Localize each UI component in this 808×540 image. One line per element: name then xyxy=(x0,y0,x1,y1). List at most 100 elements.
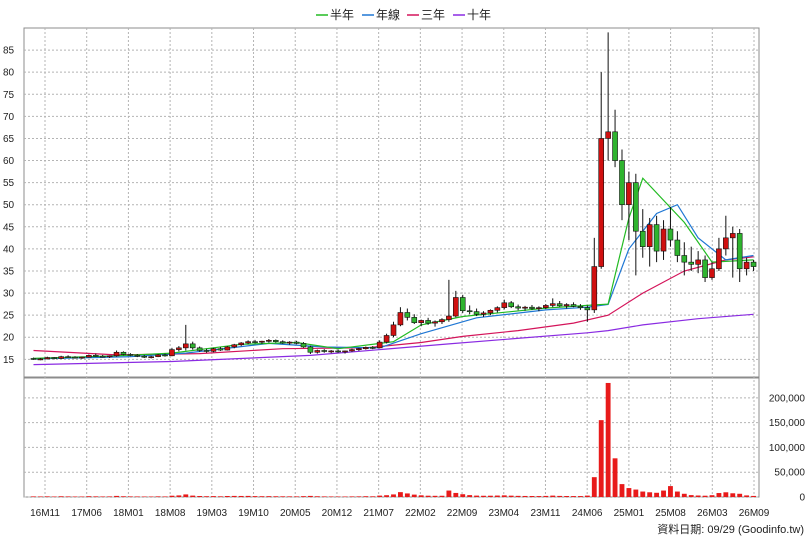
candle-body xyxy=(653,224,660,252)
volume-bar xyxy=(674,491,680,497)
volume-bar xyxy=(211,496,216,497)
candle-body xyxy=(148,356,154,358)
candle-body xyxy=(376,341,383,349)
volume-bar xyxy=(114,495,119,497)
candle-body xyxy=(695,259,701,265)
candle-body xyxy=(418,320,424,323)
candle-body xyxy=(446,315,452,320)
candle-body xyxy=(363,347,369,350)
volume-bar xyxy=(695,495,701,497)
x-tick-label: 22M09 xyxy=(447,508,478,519)
candle-body xyxy=(626,182,632,206)
x-tick-label: 23M11 xyxy=(531,508,561,519)
data-date-footer: 資料日期: 09/29 (Goodinfo.tw) xyxy=(657,522,804,536)
candle-body xyxy=(598,138,605,267)
volume-bar xyxy=(494,495,500,497)
price-tick-label: 25 xyxy=(3,311,15,322)
x-tick-label: 26M09 xyxy=(739,508,770,519)
candle-body xyxy=(549,303,556,306)
volume-tick-label: 150,000 xyxy=(769,418,806,429)
candle-body xyxy=(425,320,431,324)
x-tick-label: 25M01 xyxy=(614,508,645,519)
volume-bar xyxy=(273,496,279,497)
volume-bar xyxy=(231,495,237,497)
candle-body xyxy=(453,297,459,317)
volume-bar xyxy=(730,493,736,497)
volume-panel xyxy=(23,377,760,498)
candle-body xyxy=(266,340,272,342)
volume-bar xyxy=(474,495,480,497)
candle-body xyxy=(113,351,120,357)
candle-body xyxy=(702,259,708,278)
volume-bar xyxy=(314,496,320,497)
price-tick-label: 20 xyxy=(3,333,15,344)
candle-body xyxy=(86,355,92,358)
candle-body xyxy=(106,355,113,358)
candle-body xyxy=(300,343,307,348)
price-tick-label: 70 xyxy=(3,112,15,123)
volume-bar xyxy=(169,495,175,497)
x-tick-label: 16M11 xyxy=(30,508,60,519)
legend: 半年 年線 三年 十年 xyxy=(316,7,491,22)
volume-bar xyxy=(162,496,168,497)
candle-body xyxy=(508,302,514,308)
legend-label-year: 年線 xyxy=(376,7,400,22)
volume-bar xyxy=(668,486,673,497)
three-year-ma-line xyxy=(33,256,754,356)
volume-bar xyxy=(183,494,189,497)
volume-bar xyxy=(557,495,563,497)
volume-bar xyxy=(321,496,327,497)
candle-body xyxy=(30,358,37,360)
price-tick-label: 15 xyxy=(3,355,15,366)
volume-bar xyxy=(737,493,743,497)
x-tick-label: 22M02 xyxy=(405,508,436,519)
candle-body xyxy=(169,349,175,357)
volume-bar xyxy=(127,496,133,497)
candle-body xyxy=(293,341,300,344)
candle-body xyxy=(515,306,521,309)
legend-label-three-year: 三年 xyxy=(421,8,445,22)
candle-body xyxy=(231,344,238,348)
volume-bar xyxy=(543,495,549,497)
candle-body xyxy=(556,303,563,307)
volume-bar xyxy=(564,496,570,497)
candle-body xyxy=(619,160,625,206)
volume-bar xyxy=(411,494,417,497)
price-tick-label: 55 xyxy=(3,178,15,189)
candle-body xyxy=(44,357,51,360)
candle-body xyxy=(127,354,134,356)
volume-bar xyxy=(37,496,43,497)
volume-bar xyxy=(404,493,410,497)
volume-bar xyxy=(148,496,154,497)
volume-tick-label: 200,000 xyxy=(769,393,806,404)
candle-body xyxy=(633,182,639,232)
price-tick-label: 50 xyxy=(3,200,15,211)
candle-body xyxy=(639,230,646,247)
candle-body xyxy=(674,239,681,256)
volume-bar xyxy=(238,495,244,497)
volume-bar xyxy=(252,496,258,497)
candle-body xyxy=(536,307,542,309)
volume-bar xyxy=(79,496,85,497)
candle-body xyxy=(466,310,473,313)
volume-bar xyxy=(488,495,493,497)
volume-bar xyxy=(155,496,161,497)
volume-bar xyxy=(716,493,722,497)
candles xyxy=(30,32,757,361)
candle-body xyxy=(120,351,127,355)
candle-body xyxy=(72,356,78,359)
volume-bar xyxy=(751,495,756,497)
x-tick-label: 25M08 xyxy=(655,508,686,519)
price-axis-ticks: 15 20 25 30 35 40 45 50 55 60 65 70 75 80 85 xyxy=(3,46,15,366)
volume-bar xyxy=(377,495,383,497)
candle-body xyxy=(563,304,570,307)
candle-body xyxy=(397,312,404,326)
year-ma-line xyxy=(33,203,754,360)
candle-body xyxy=(273,340,279,342)
volume-bar xyxy=(536,496,542,497)
candle-body xyxy=(591,266,598,311)
legend-label-ten-year: 十年 xyxy=(467,8,491,22)
candle-body xyxy=(390,324,397,336)
half-year-ma-line xyxy=(33,177,754,359)
